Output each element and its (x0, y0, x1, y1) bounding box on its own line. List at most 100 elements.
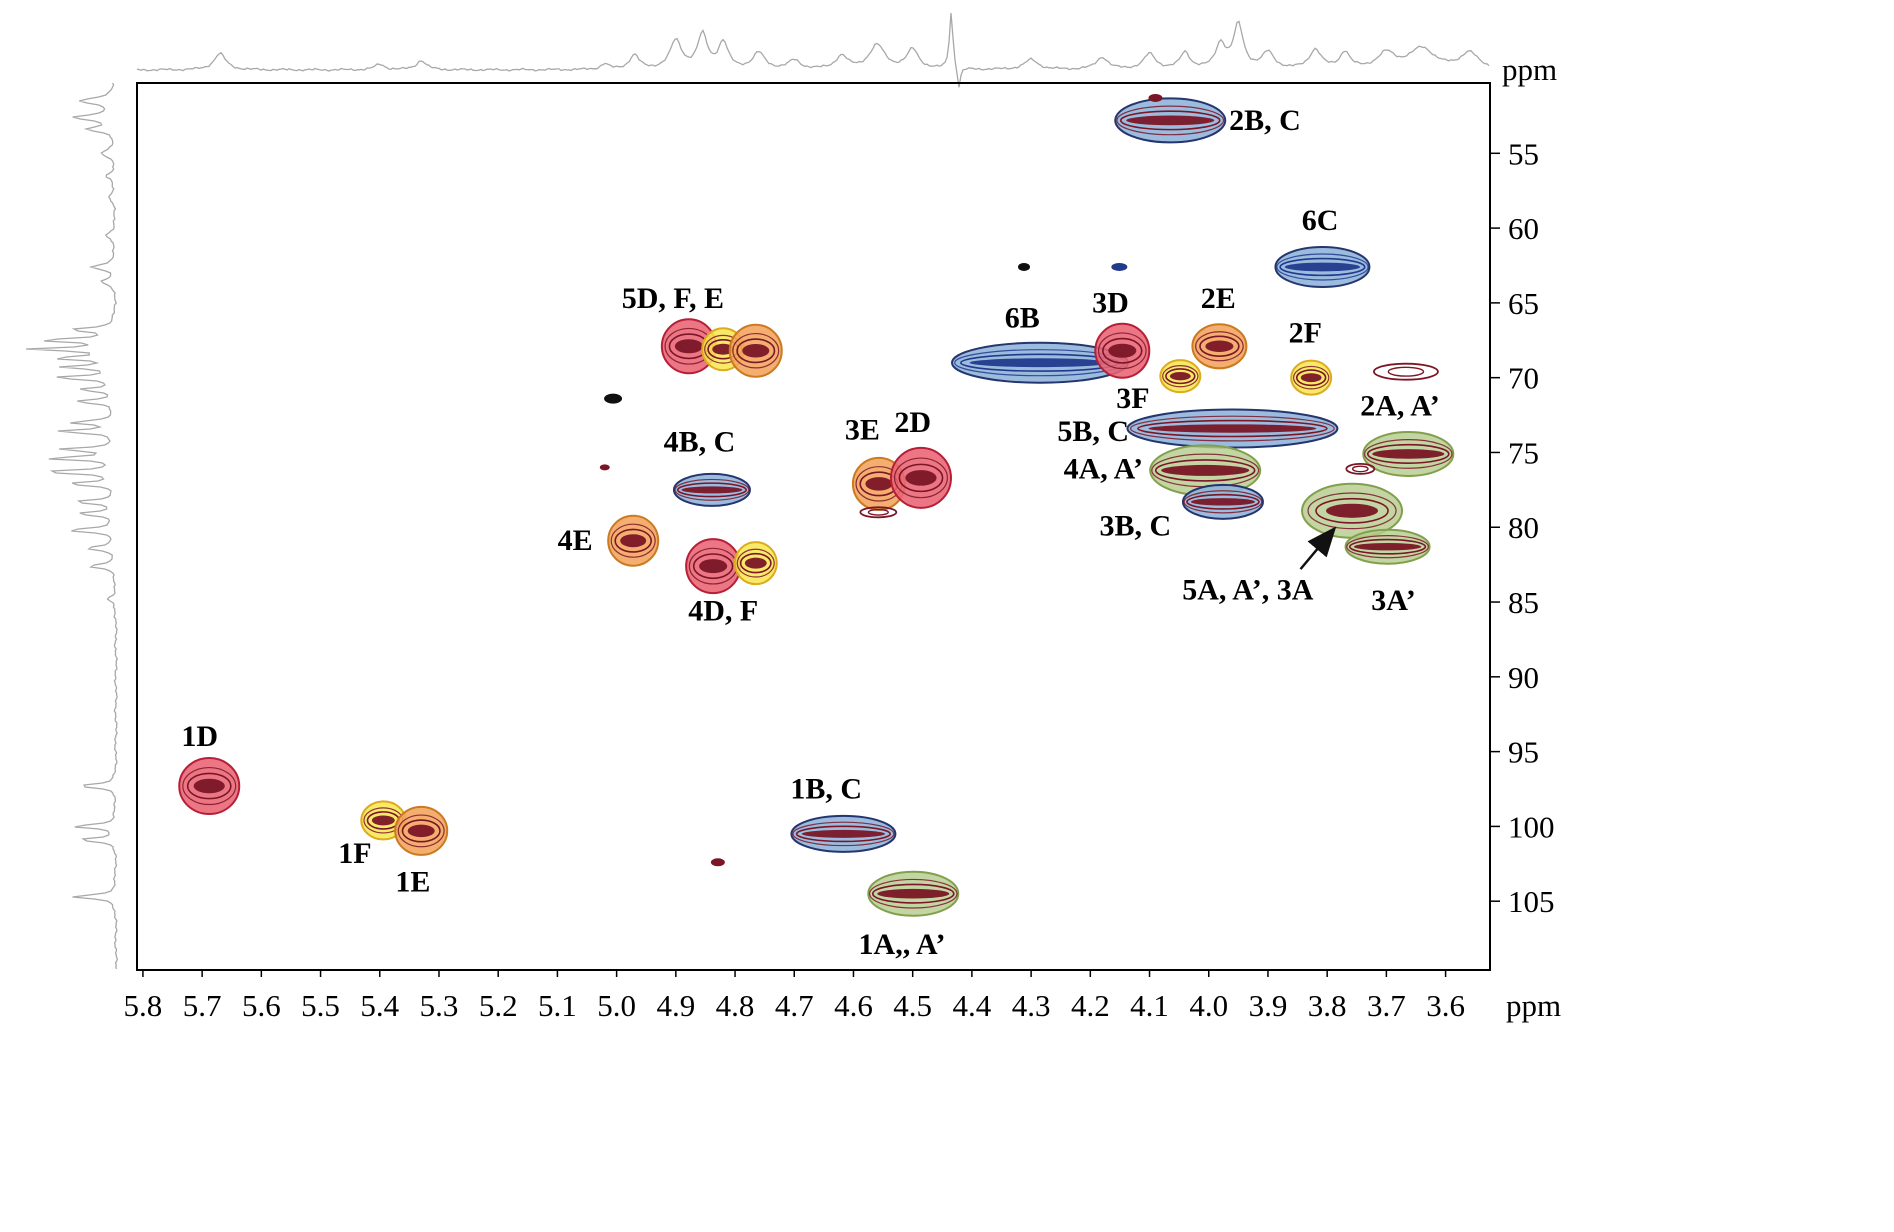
x-tick-label-3.7: 3.7 (1367, 988, 1406, 1023)
y-tick-label-70: 70 (1508, 361, 1539, 396)
contour-ring (1154, 459, 1256, 482)
contour-ring (1199, 335, 1240, 357)
contour-ring (795, 825, 892, 843)
peak-label-3D: 3D (1092, 286, 1129, 319)
peak-label-1D: 1D (181, 720, 218, 753)
x-tick-label-4.3: 4.3 (1012, 988, 1051, 1023)
contour-ring (1279, 257, 1366, 277)
contour-ring (898, 463, 944, 493)
x-tick-label-4.7: 4.7 (775, 988, 814, 1023)
contour-ring (1387, 366, 1425, 377)
contour-core (1190, 498, 1255, 506)
peak-label-2F: 2F (1289, 316, 1322, 349)
peak-5B-C (1126, 408, 1339, 449)
contour-ring (736, 338, 776, 364)
contour-ring (1195, 331, 1244, 362)
x-tick-label-5.5: 5.5 (301, 988, 340, 1023)
peak-1B-C (790, 814, 897, 853)
peak-dot-b (1017, 262, 1030, 271)
y-tick-label-65: 65 (1508, 286, 1539, 321)
x-tick-label-3.6: 3.6 (1426, 988, 1465, 1023)
peak-2A-Ap (1362, 430, 1455, 477)
contour-ring (859, 506, 898, 519)
contour-ring (893, 457, 948, 499)
peak-2E (1191, 323, 1248, 370)
peak-label-4A-A-: 4A, A’ (1064, 452, 1143, 485)
contour-core (969, 358, 1111, 368)
peak-label-1B-C: 1B, C (790, 773, 862, 806)
contour-core (1353, 542, 1422, 551)
contour-ring (736, 548, 775, 578)
contour-ring (1346, 535, 1429, 559)
peak-1D (178, 757, 241, 816)
contour-ring (1315, 497, 1389, 524)
y-tick-label-105: 105 (1508, 884, 1555, 919)
contour-ring (1186, 493, 1260, 510)
peak-label-1E: 1E (395, 865, 430, 898)
contour-core (1284, 262, 1361, 272)
peak-1E (394, 805, 449, 856)
contour-ring (1097, 332, 1147, 370)
contour-blob (604, 393, 623, 404)
contour-core (801, 829, 886, 838)
x-tick-label-4.2: 4.2 (1071, 988, 1110, 1023)
contour-core (193, 778, 225, 794)
contour-core (681, 486, 743, 494)
x-tick-label-4.6: 4.6 (834, 988, 873, 1023)
x-tick-label-5.0: 5.0 (597, 988, 636, 1023)
contour-ring (1292, 365, 1330, 390)
peak-streak-b (1345, 463, 1376, 475)
contour-ring (1373, 362, 1439, 381)
contour-ring (1165, 368, 1196, 385)
peak-label-3A-: 3A’ (1371, 584, 1415, 617)
peak-1A-Ap (867, 870, 960, 917)
contour-ring (614, 528, 652, 553)
peak-dot-a (1148, 93, 1163, 102)
peak-label-3F: 3F (1116, 382, 1149, 415)
peak-label-3B-C: 3B, C (1099, 509, 1171, 542)
contour-ring (869, 878, 958, 909)
peak-label-6C: 6C (1302, 204, 1339, 237)
peak-label-3E: 3E (845, 414, 880, 447)
y-tick-label-90: 90 (1508, 660, 1539, 695)
peak-label-2D: 2D (894, 406, 931, 439)
contour-ring (1345, 463, 1376, 475)
carbon-1d-trace (25, 82, 119, 970)
peak-5D (660, 318, 717, 375)
contour-ring (676, 482, 747, 498)
contour-ring (401, 819, 441, 843)
y-tick-label-60: 60 (1508, 211, 1539, 246)
contour-ring (1137, 419, 1328, 438)
x-tick-label-5.2: 5.2 (479, 988, 518, 1023)
peak-3B-C (1181, 483, 1264, 520)
contour-core (905, 470, 937, 486)
peak-label-2E: 2E (1201, 282, 1236, 315)
peak-3D (1094, 322, 1151, 379)
x-tick-label-5.7: 5.7 (183, 988, 222, 1023)
peak-4D (685, 538, 742, 595)
contour-ring (871, 883, 955, 904)
y-tick-label-80: 80 (1508, 510, 1539, 545)
y-tick-label-85: 85 (1508, 585, 1539, 620)
contour-ring (867, 508, 889, 516)
contour-blob (710, 858, 725, 867)
x-tick-label-5.6: 5.6 (242, 988, 281, 1023)
x-tick-label-5.8: 5.8 (124, 988, 163, 1023)
x-tick-label-4.8: 4.8 (716, 988, 755, 1023)
peak-dot-c (1111, 262, 1128, 271)
contour-core (1161, 464, 1250, 476)
peak-6C (1274, 245, 1371, 288)
contour-core (877, 888, 950, 899)
peak-label-4B-C: 4B, C (664, 425, 736, 458)
peak-streak-a (859, 506, 898, 519)
contour-ring (1162, 365, 1199, 388)
contour-ring (610, 523, 656, 558)
contour-ring (1183, 490, 1263, 514)
y-tick-label-95: 95 (1508, 735, 1539, 770)
peak-dot-f (710, 858, 725, 867)
x-tick-label-4.9: 4.9 (656, 988, 695, 1023)
contour-ring (732, 332, 780, 369)
peak-label-1A-A-: 1A,, A’ (859, 928, 946, 961)
contour-ring (397, 814, 445, 848)
